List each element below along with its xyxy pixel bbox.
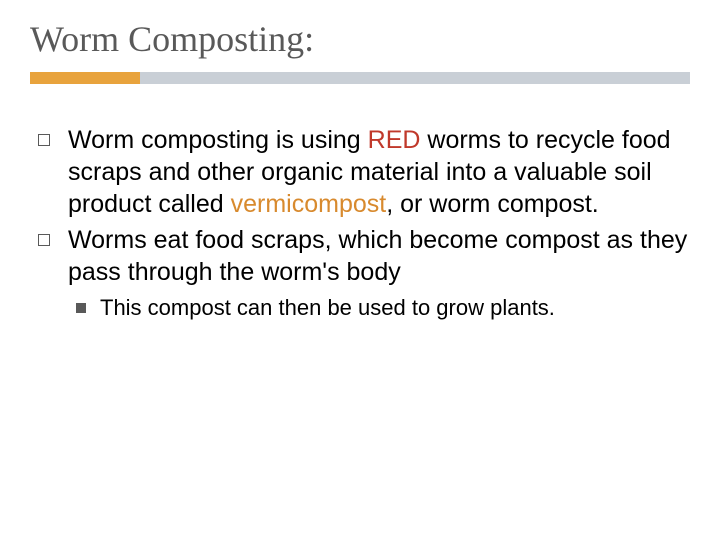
square-filled-icon — [76, 303, 86, 313]
bullet-text: Worms eat food scraps, which become comp… — [68, 224, 690, 288]
bullet-text: This compost can then be used to grow pl… — [100, 294, 555, 323]
bullet-level2: This compost can then be used to grow pl… — [76, 294, 690, 323]
bullet-level1: Worms eat food scraps, which become comp… — [38, 224, 690, 288]
slide-content: Worm composting is using RED worms to re… — [30, 124, 690, 323]
accent-bar-gray — [140, 72, 690, 84]
bullet-text: Worm composting is using RED worms to re… — [68, 124, 690, 220]
bullet-level1: Worm composting is using RED worms to re… — [38, 124, 690, 220]
text-segment: Worm composting is using — [68, 126, 368, 154]
square-outline-icon — [38, 234, 50, 246]
slide: Worm Composting: Worm composting is usin… — [0, 0, 720, 540]
slide-title: Worm Composting: — [30, 18, 690, 60]
accent-bar-orange — [30, 72, 140, 84]
accent-bar — [30, 72, 690, 84]
square-outline-icon — [38, 134, 50, 146]
highlight-orange: vermicompost — [231, 190, 387, 218]
text-segment: , or worm compost. — [386, 190, 599, 218]
highlight-red: RED — [368, 126, 421, 154]
